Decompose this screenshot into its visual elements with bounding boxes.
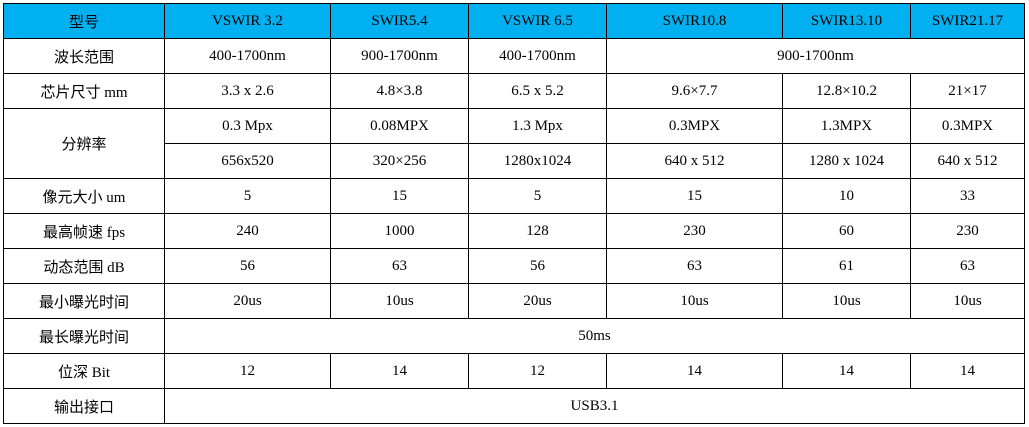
cell: 63 — [606, 248, 783, 284]
row-label: 最高帧速 fps — [3, 213, 165, 249]
cell: 63 — [910, 248, 1025, 284]
cell: 900-1700nm — [330, 38, 469, 74]
row: 656x520 320×256 1280x1024 640 x 512 1280… — [4, 143, 1025, 179]
spec-table: 型号 VSWIR 3.2 SWIR5.4 VSWIR 6.5 SWIR10.8 … — [3, 3, 1025, 424]
header-cell: SWIR13.10 — [782, 3, 911, 39]
cell: 14 — [330, 353, 469, 389]
cell: 10us — [782, 283, 911, 319]
cell: 14 — [782, 353, 911, 389]
row-label: 最小曝光时间 — [3, 283, 165, 319]
cell: 63 — [330, 248, 469, 284]
cell: 20us — [468, 283, 607, 319]
cell: 61 — [782, 248, 911, 284]
row-label: 波长范围 — [3, 38, 165, 74]
row: 动态范围 dB 56 63 56 63 61 63 — [3, 248, 1025, 284]
row: 最小曝光时间 20us 10us 20us 10us 10us 10us — [3, 283, 1025, 319]
row: 输出接口 USB3.1 — [3, 388, 1025, 424]
cell: 3.3 x 2.6 — [164, 73, 331, 109]
cell: 60 — [782, 213, 911, 249]
cell: 128 — [468, 213, 607, 249]
cell: 12.8×10.2 — [782, 73, 911, 109]
cell: 900-1700nm — [606, 38, 1025, 74]
cell: 5 — [468, 178, 607, 214]
header-cell: 型号 — [3, 3, 165, 39]
cell: 56 — [164, 248, 331, 284]
cell: 1.3MPX — [782, 108, 911, 144]
row-label: 最长曝光时间 — [3, 318, 165, 354]
cell: USB3.1 — [164, 388, 1025, 424]
cell: 21×17 — [910, 73, 1025, 109]
header-cell: SWIR10.8 — [606, 3, 783, 39]
cell: 14 — [606, 353, 783, 389]
row: 像元大小 um 5 15 5 15 10 33 — [3, 178, 1025, 214]
cell: 640 x 512 — [606, 143, 783, 179]
cell: 56 — [468, 248, 607, 284]
cell: 0.08MPX — [330, 108, 469, 144]
cell: 12 — [468, 353, 607, 389]
row: 最高帧速 fps 240 1000 128 230 60 230 — [3, 213, 1025, 249]
cell: 15 — [606, 178, 783, 214]
cell: 1.3 Mpx — [468, 108, 607, 144]
cell: 20us — [164, 283, 331, 319]
cell: 640 x 512 — [910, 143, 1025, 179]
cell: 0.3MPX — [606, 108, 783, 144]
row-label: 芯片尺寸 mm — [3, 73, 165, 109]
cell: 10us — [910, 283, 1025, 319]
row-label: 动态范围 dB — [3, 248, 165, 284]
row: 芯片尺寸 mm 3.3 x 2.6 4.8×3.8 6.5 x 5.2 9.6×… — [3, 73, 1025, 109]
cell: 10us — [606, 283, 783, 319]
cell: 240 — [164, 213, 331, 249]
cell: 230 — [910, 213, 1025, 249]
cell: 10us — [330, 283, 469, 319]
row-label: 像元大小 um — [3, 178, 165, 214]
cell: 1280x1024 — [468, 143, 607, 179]
cell: 400-1700nm — [164, 38, 331, 74]
cell: 400-1700nm — [468, 38, 607, 74]
row: 位深 Bit 12 14 12 14 14 14 — [3, 353, 1025, 389]
cell: 15 — [330, 178, 469, 214]
cell: 10 — [782, 178, 911, 214]
cell: 0.3 Mpx — [164, 108, 331, 144]
cell: 4.8×3.8 — [330, 73, 469, 109]
cell: 14 — [910, 353, 1025, 389]
cell: 50ms — [164, 318, 1025, 354]
cell: 5 — [164, 178, 331, 214]
row-label: 位深 Bit — [3, 353, 165, 389]
row-label: 输出接口 — [3, 388, 165, 424]
row: 波长范围 400-1700nm 900-1700nm 400-1700nm 90… — [3, 38, 1025, 74]
header-row: 型号 VSWIR 3.2 SWIR5.4 VSWIR 6.5 SWIR10.8 … — [3, 3, 1025, 39]
cell: 12 — [164, 353, 331, 389]
header-cell: VSWIR 6.5 — [468, 3, 607, 39]
cell: 656x520 — [164, 143, 331, 179]
header-cell: VSWIR 3.2 — [164, 3, 331, 39]
row: 最长曝光时间 50ms — [3, 318, 1025, 354]
cell: 6.5 x 5.2 — [468, 73, 607, 109]
cell: 230 — [606, 213, 783, 249]
cell: 9.6×7.7 — [606, 73, 783, 109]
header-cell: SWIR5.4 — [330, 3, 469, 39]
cell: 1280 x 1024 — [782, 143, 911, 179]
header-cell: SWIR21.17 — [910, 3, 1025, 39]
cell: 33 — [910, 178, 1025, 214]
cell: 0.3MPX — [910, 108, 1025, 144]
cell: 1000 — [330, 213, 469, 249]
cell: 320×256 — [330, 143, 469, 179]
row: 分辨率 0.3 Mpx 0.08MPX 1.3 Mpx 0.3MPX 1.3MP… — [3, 108, 1025, 179]
row-label: 分辨率 — [3, 108, 165, 179]
